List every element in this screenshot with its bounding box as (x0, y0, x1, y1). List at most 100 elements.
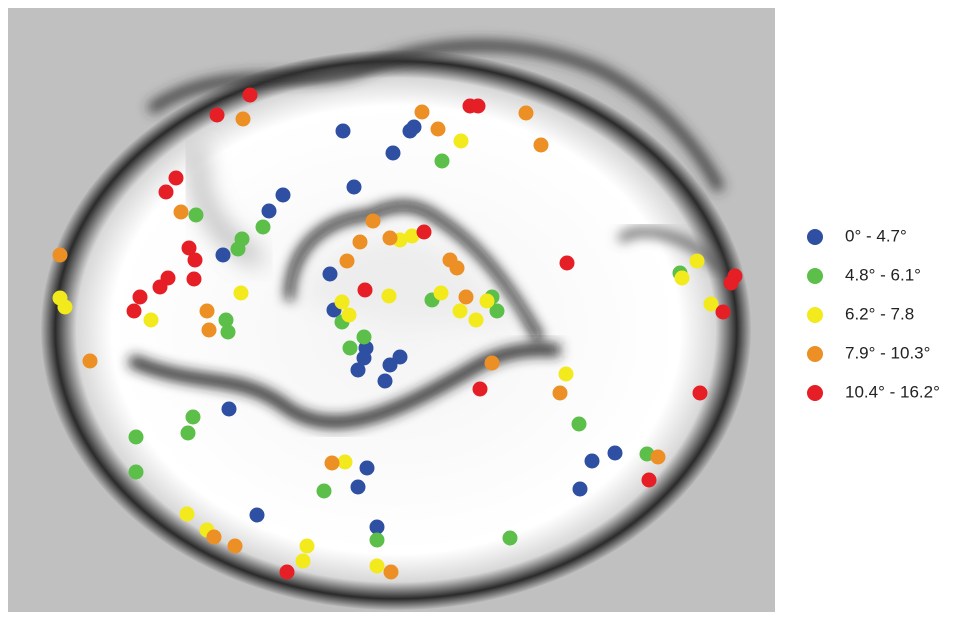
figure: 0° - 4.7° 4.8° - 6.1° 6.2° - 7.8 7.9° - 10.… (0, 0, 971, 619)
dot (534, 138, 549, 153)
dot (187, 272, 202, 287)
legend-swatch (807, 268, 823, 284)
legend-label: 10.4° - 16.2° (845, 382, 940, 401)
dot (608, 446, 623, 461)
dot (317, 484, 332, 499)
legend-swatch (807, 346, 823, 362)
dot (370, 559, 385, 574)
dot (144, 313, 159, 328)
dot (174, 205, 189, 220)
dot (431, 122, 446, 137)
surface-image (8, 8, 775, 612)
dot (378, 374, 393, 389)
dot (53, 248, 68, 263)
dot (560, 256, 575, 271)
legend: 0° - 4.7° 4.8° - 6.1° 6.2° - 7.8 7.9° - 10.… (807, 226, 940, 401)
dot (347, 180, 362, 195)
dot (222, 402, 237, 417)
dot (642, 473, 657, 488)
dot (353, 235, 368, 250)
dot (159, 185, 174, 200)
legend-label: 0° - 4.7° (845, 226, 907, 245)
dot (453, 304, 468, 319)
dot (153, 280, 168, 295)
dot (129, 430, 144, 445)
dot (651, 450, 666, 465)
dot (221, 325, 236, 340)
dot (417, 225, 432, 240)
dot (393, 350, 408, 365)
dot (325, 456, 340, 471)
dot (435, 154, 450, 169)
dot (243, 88, 258, 103)
dot (236, 112, 251, 127)
dot (585, 454, 600, 469)
dot (716, 305, 731, 320)
dot (127, 304, 142, 319)
dot (231, 242, 246, 257)
dot (280, 565, 295, 580)
dot (250, 508, 265, 523)
dot (370, 520, 385, 535)
dot (210, 108, 225, 123)
dot (366, 214, 381, 229)
dot (572, 417, 587, 432)
dot (519, 106, 534, 121)
dot (357, 330, 372, 345)
legend-swatch (807, 307, 823, 323)
dot (300, 539, 315, 554)
dot (724, 276, 739, 291)
dot (338, 455, 353, 470)
dot (386, 146, 401, 161)
dot (415, 105, 430, 120)
dot (434, 286, 449, 301)
dot (340, 254, 355, 269)
dot (358, 283, 373, 298)
legend-label: 6.2° - 7.8 (845, 304, 914, 323)
dot (485, 356, 500, 371)
dot (276, 188, 291, 203)
dot (186, 410, 201, 425)
dot (129, 465, 144, 480)
dot (370, 533, 385, 548)
dot (690, 254, 705, 269)
dot (296, 554, 311, 569)
dot (693, 386, 708, 401)
dot (228, 539, 243, 554)
dot (336, 124, 351, 139)
dot (360, 461, 375, 476)
dot (133, 290, 148, 305)
dot (216, 248, 231, 263)
dot (471, 99, 486, 114)
dot (262, 204, 277, 219)
dot (450, 261, 465, 276)
dot (480, 294, 495, 309)
dot (256, 220, 271, 235)
dot (180, 507, 195, 522)
dot (323, 267, 338, 282)
dot (382, 289, 397, 304)
dot (675, 271, 690, 286)
dot (343, 341, 358, 356)
dot (407, 120, 422, 135)
dot (189, 208, 204, 223)
dot (473, 382, 488, 397)
dot (83, 354, 98, 369)
dot (383, 231, 398, 246)
dot (454, 134, 469, 149)
dot (234, 286, 249, 301)
dot (200, 304, 215, 319)
legend-label: 7.9° - 10.3° (845, 343, 930, 362)
dot (559, 367, 574, 382)
legend-label: 4.8° - 6.1° (845, 265, 921, 284)
legend-swatch (807, 229, 823, 245)
dot (351, 363, 366, 378)
dot (58, 300, 73, 315)
legend-swatch (807, 385, 823, 401)
dot (169, 171, 184, 186)
dot (188, 253, 203, 268)
dot (469, 313, 484, 328)
dot (459, 290, 474, 305)
dot (207, 530, 222, 545)
dot (342, 308, 357, 323)
